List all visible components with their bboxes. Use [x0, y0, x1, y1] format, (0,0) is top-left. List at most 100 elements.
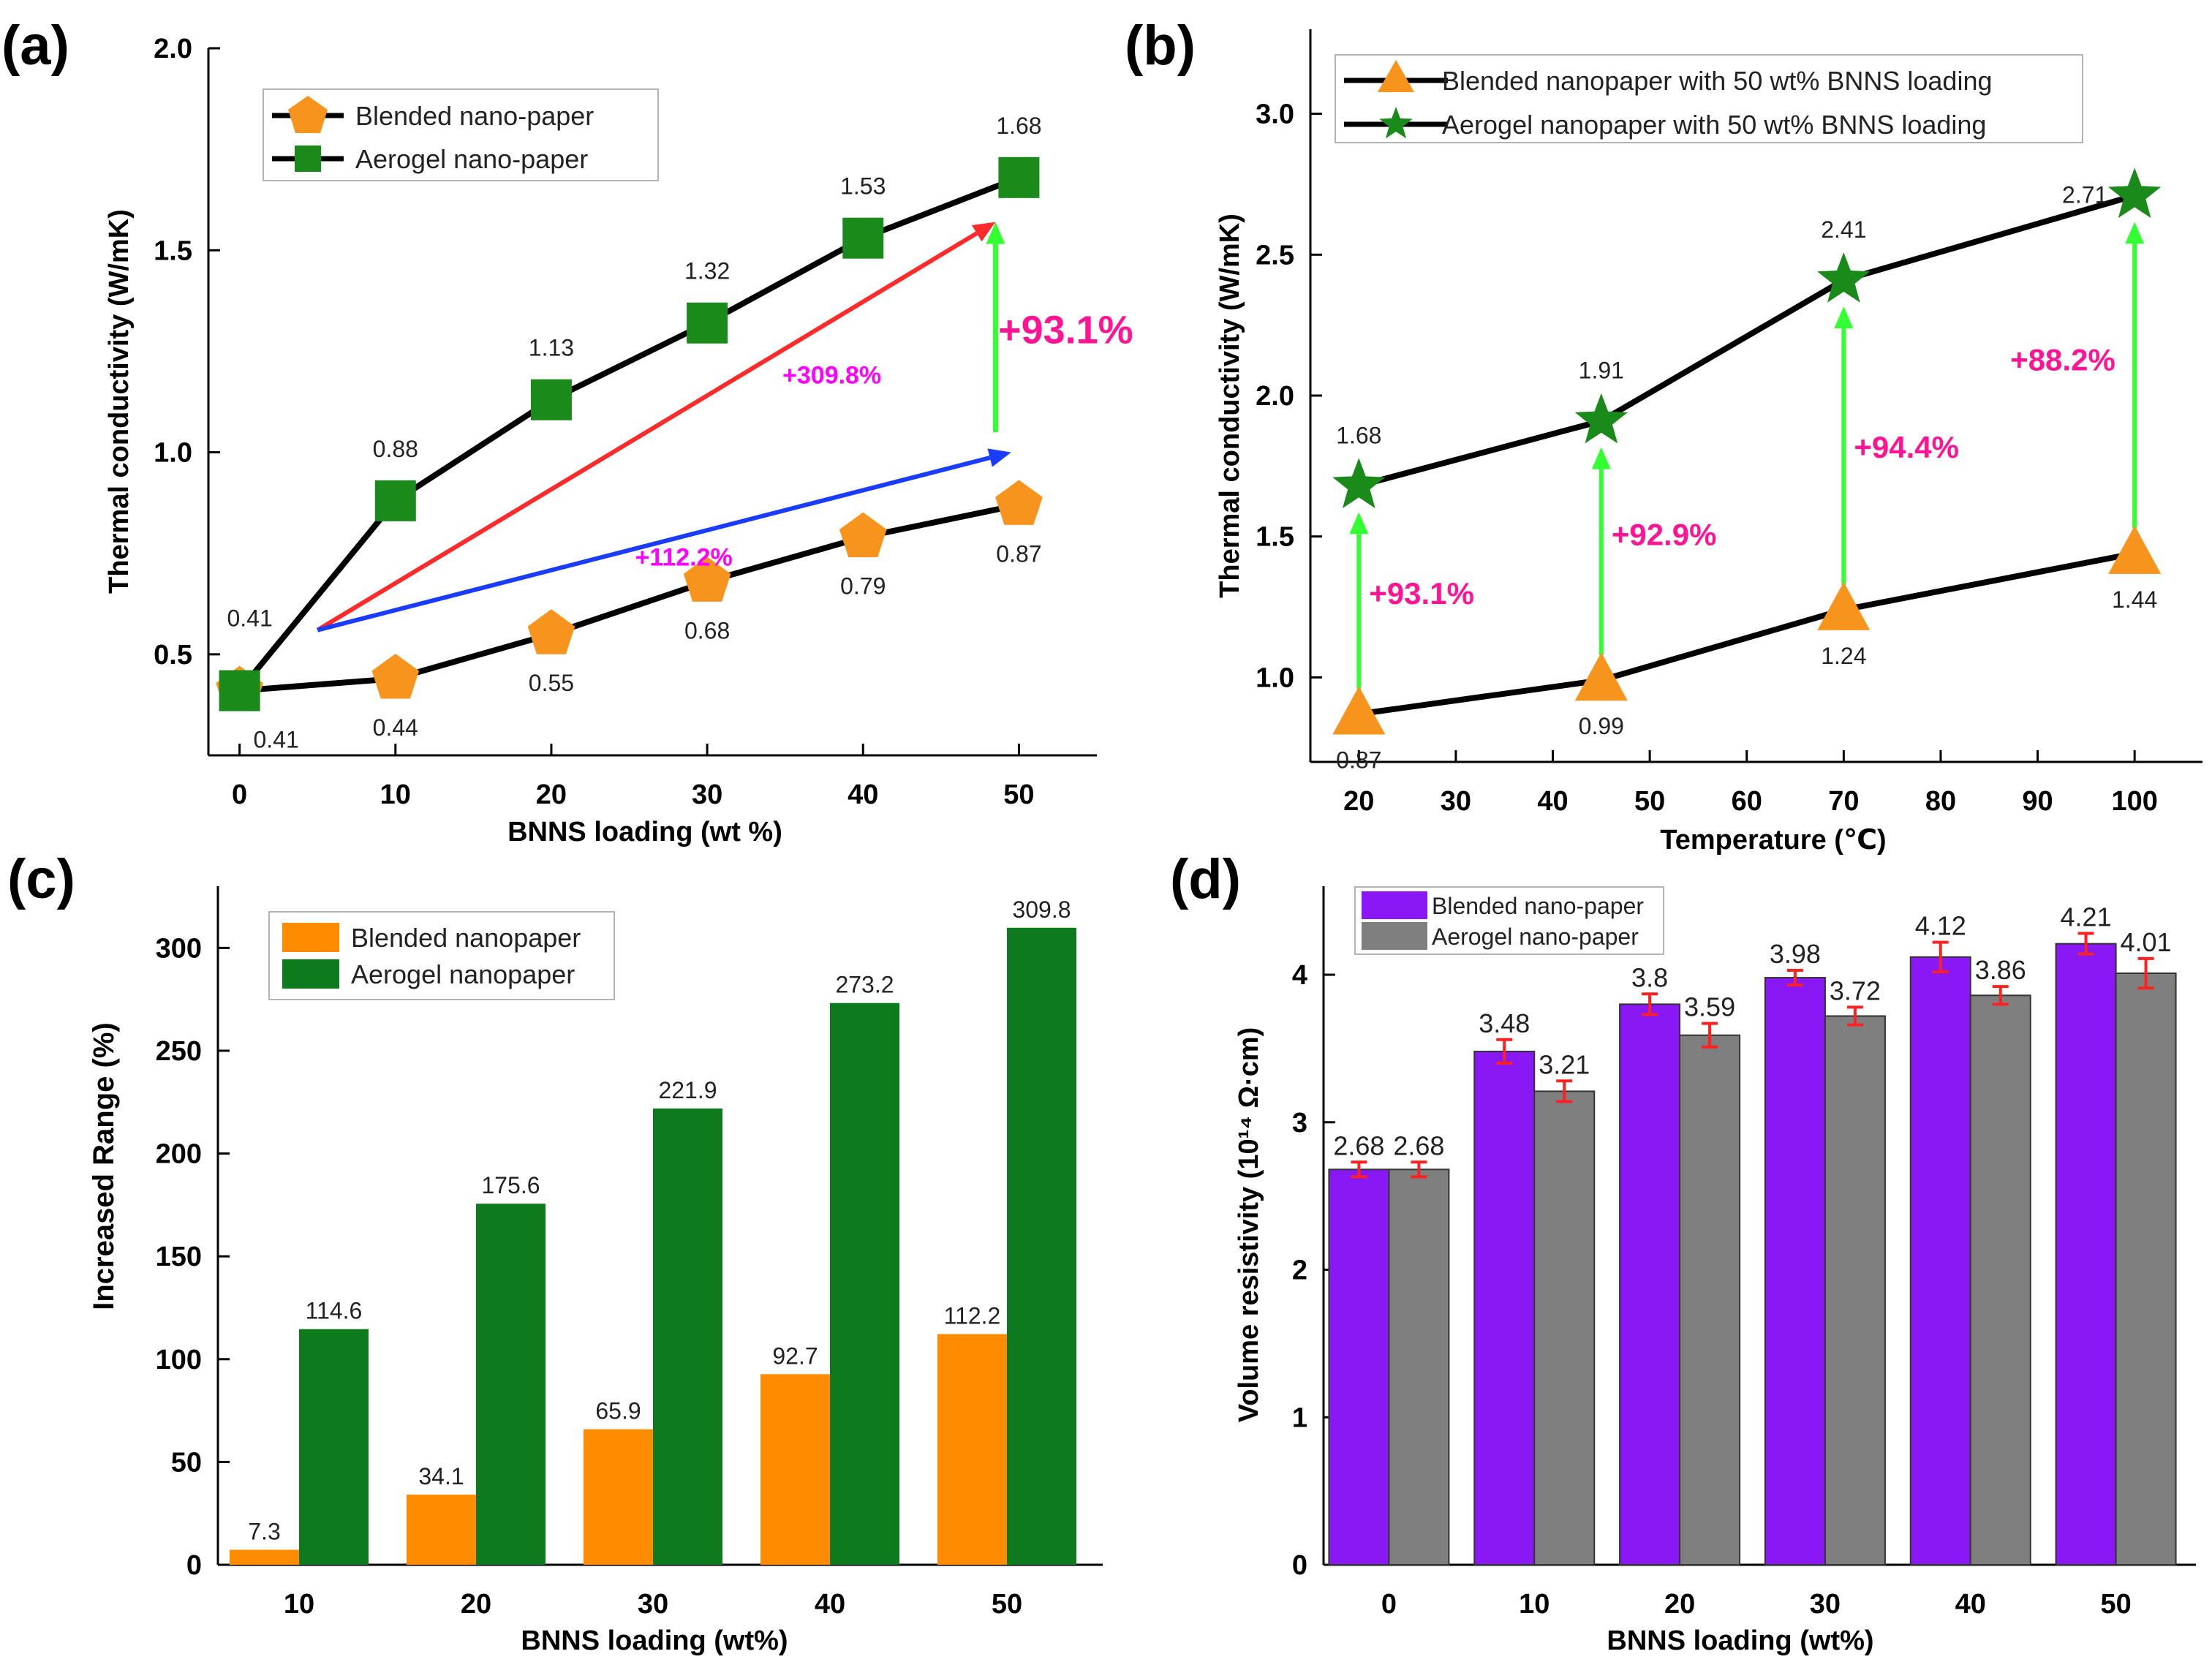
- panel-b-blended-data-label: 1.24: [1821, 643, 1866, 669]
- panel-c-blended-bar: [760, 1374, 830, 1565]
- panel-a-aerogel-data-label: 1.13: [529, 335, 574, 361]
- panel-b-y-tick-label: 1.5: [1256, 522, 1294, 553]
- panel-b-annotation: +88.2%: [2010, 342, 2115, 377]
- panel-b-blended-point: [1332, 686, 1386, 735]
- panel-d-blended-data-label: 3.8: [1631, 962, 1668, 992]
- panel-b-annotation: +94.4%: [1854, 430, 1959, 464]
- panel-a-annotation-93: +93.1%: [998, 308, 1133, 352]
- panel-d-blended-data-label: 4.12: [1915, 911, 1966, 941]
- panel-a-blended-point: [371, 654, 420, 699]
- panel-d-x-tick-label: 30: [1810, 1589, 1841, 1620]
- panel-a-x-tick-label: 10: [380, 779, 411, 810]
- panel-b-blended-data-label: 0.99: [1579, 713, 1624, 739]
- panel-d-blended-bar: [1328, 1168, 1390, 1566]
- panel-d-aerogel-data-label: 4.01: [2121, 927, 2172, 957]
- panel-d-aerogel-data-label: 3.72: [1830, 975, 1881, 1005]
- panel-a-x-tick-label: 50: [1003, 779, 1034, 810]
- panel-b-aerogel-point: [2108, 167, 2162, 219]
- panel-a: (a) 0.51.01.52.00 10 20 30 40 500.41 0.440.550…: [1, 15, 1133, 847]
- panel-c-blended-data-label: 65.9: [595, 1398, 641, 1424]
- panel-b-blended-point: [1574, 652, 1628, 701]
- panel-a-arrow-head: [972, 222, 996, 242]
- panel-d-aerogel-data-label: 3.86: [1975, 955, 2026, 985]
- panel-a-blended-point: [995, 480, 1043, 525]
- panel-b-aerogel-data-label: 2.71: [2062, 181, 2107, 208]
- panel-c-legend-label-aerogel: Aerogel nanopaper: [351, 959, 575, 989]
- panel-c-blended-data-label: 112.2: [944, 1302, 1001, 1329]
- panel-b-y-tick-label: 3.0: [1256, 99, 1294, 130]
- panel-c-x-tick-label: 30: [638, 1589, 668, 1620]
- panel-b-x-tick-label: 70: [1828, 786, 1859, 817]
- panel-d-blended-bar: [1764, 977, 1826, 1566]
- panel-d-blended-data-label: 3.98: [1770, 939, 1821, 969]
- panel-d-blended-bar: [1909, 956, 1971, 1566]
- panel-b-aerogel-point: [1332, 458, 1386, 509]
- panel-b-x-axis-title: Temperature (℃): [1660, 825, 1886, 856]
- panel-a-blended-line: [239, 502, 1020, 694]
- panel-c-aerogel-data-label: 114.6: [306, 1298, 363, 1324]
- panel-c-y-tick-label: 200: [156, 1139, 202, 1170]
- panel-c-label: (c): [7, 848, 75, 910]
- panel-d-y-axis-title: Volume resistivity (10¹⁴ Ω·cm): [1234, 1027, 1264, 1423]
- panel-d-aerogel-data-label: 3.59: [1684, 992, 1735, 1022]
- panel-b-arrow-head: [2125, 222, 2145, 244]
- panel-d-aerogel-bar: [1388, 1168, 1450, 1566]
- panel-d-aerogel-bar: [1679, 1034, 1741, 1566]
- panel-d-aerogel-bar: [2115, 973, 2177, 1566]
- panel-c-y-tick-label: 50: [171, 1447, 202, 1478]
- panel-d-blended-bar: [1473, 1050, 1536, 1566]
- panel-a-aerogel-data-label: 0.88: [373, 436, 418, 462]
- panel-b-x-tick-label: 80: [1925, 786, 1956, 817]
- panel-c-blended-data-label: 92.7: [772, 1342, 818, 1369]
- panel-b-aerogel-line: [1358, 192, 2136, 489]
- panel-a-blended-data-label: 0.87: [996, 540, 1041, 567]
- panel-d-aerogel-bar: [1969, 994, 2031, 1566]
- panel-b-x-tick-label: 20: [1343, 786, 1374, 817]
- panel-c-legend-swatch-blended: [282, 923, 339, 952]
- panel-a-blended-data-label: 0.55: [529, 670, 574, 696]
- panel-b-y-tick-label: 1.0: [1256, 662, 1294, 693]
- panel-c-y-tick-label: 0: [186, 1550, 202, 1581]
- panel-a-aerogel-point: [687, 302, 728, 344]
- panel-a-blended-point: [527, 609, 575, 654]
- panel-c-aerogel-data-label: 221.9: [658, 1077, 717, 1103]
- panel-d-aerogel-data-label: 2.68: [1393, 1130, 1444, 1160]
- panel-a-aerogel-point: [530, 379, 572, 420]
- panel-a-aerogel-data-label: 1.32: [684, 258, 730, 284]
- panel-a-label: (a): [1, 15, 69, 77]
- panel-d-x-tick-label: 0: [1381, 1589, 1397, 1620]
- panel-c-aerogel-bar: [653, 1108, 722, 1565]
- panel-b-x-tick-label: 60: [1732, 786, 1762, 817]
- panel-d-x-axis-title: BNNS loading (wt%): [1607, 1625, 1873, 1656]
- panel-a-y-tick-label: 2.0: [154, 34, 192, 64]
- panel-a-x-tick-label: 20: [536, 779, 567, 810]
- panel-b-label: (b): [1125, 15, 1196, 77]
- panel-b-blended-point: [2108, 525, 2162, 574]
- panel-b-x-tick-label: 40: [1537, 786, 1568, 817]
- panel-d-x-tick-label: 20: [1664, 1589, 1695, 1620]
- panel-b-blended-point: [1817, 581, 1871, 630]
- panel-c-x-tick-label: 40: [815, 1589, 845, 1620]
- panel-b-aerogel-data-label: 1.91: [1579, 358, 1624, 384]
- panel-b-blended-line: [1358, 550, 2135, 717]
- panel-c-legend: Blended nanopaper Aerogel nanopaper: [268, 911, 615, 1000]
- panel-a-x-axis-title: BNNS loading (wt %): [507, 817, 782, 847]
- panel-c-blended-data-label: 7.3: [248, 1518, 280, 1544]
- panel-d-legend-swatch-blended: [1362, 891, 1427, 919]
- panel-d-blended-data-label: 2.68: [1333, 1130, 1384, 1160]
- panel-d-blended-data-label: 4.21: [2061, 902, 2112, 932]
- panel-c-x-axis-title: BNNS loading (wt%): [521, 1625, 788, 1656]
- legend-square-marker: [295, 146, 321, 172]
- panel-a-blended-data-label: 0.44: [373, 714, 418, 741]
- panel-c-x-tick-label: 50: [992, 1589, 1022, 1620]
- panel-b-y-axis-title: Thermal conductivity (W/mK): [1215, 214, 1245, 598]
- panel-a-arrow-head: [986, 222, 1005, 244]
- panel-d-aerogel-data-label: 3.21: [1539, 1049, 1590, 1079]
- panel-b-plot: 1.0 1.5 2.0 2.5 3.0 20 30 40 50 60 70 80 90 100 0.87 0.…: [1256, 29, 2202, 817]
- panel-b-x-tick-label: 90: [2022, 786, 2053, 817]
- panel-a-arrow-head: [987, 448, 1011, 467]
- panel-b-arrow-head: [1591, 447, 1611, 469]
- panel-a-y-tick-label: 0.5: [154, 640, 192, 671]
